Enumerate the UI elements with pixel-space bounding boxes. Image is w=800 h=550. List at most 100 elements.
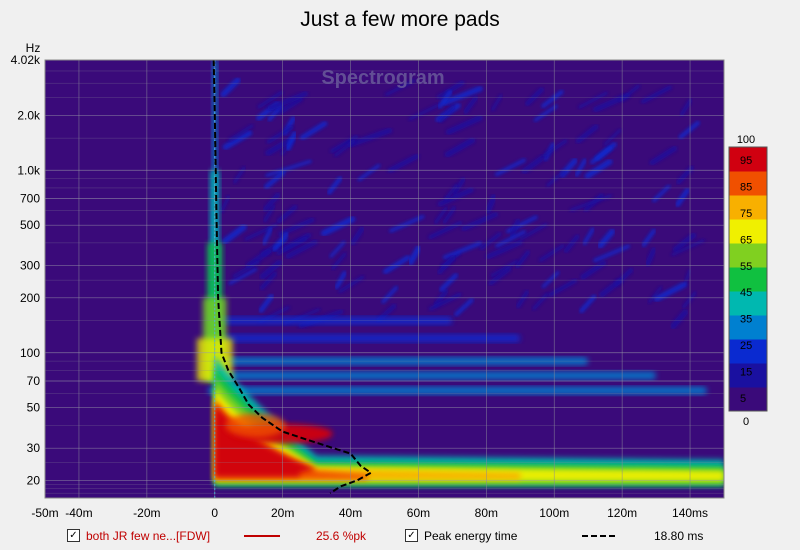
heat-texture-streak — [437, 255, 456, 275]
heat-texture-streak — [683, 268, 692, 286]
heat-texture-streak — [488, 266, 512, 286]
heat-texture-streak — [590, 145, 613, 165]
heat-band — [207, 357, 589, 366]
heat-texture-streak — [278, 217, 315, 237]
heat-texture-streak — [263, 192, 281, 212]
heat-texture-streak — [428, 292, 462, 311]
peak-energy-checkbox[interactable]: ✓ — [405, 529, 418, 542]
colorbar-frame — [728, 146, 768, 412]
y-tick-label: 700 — [20, 192, 40, 206]
y-tick-label: 1.0k — [17, 163, 41, 177]
colorbar-tick-label: 55 — [740, 261, 752, 273]
heat-texture-streak — [389, 215, 425, 233]
x-tick-label: -20m — [133, 506, 160, 520]
heat-texture-streak — [490, 259, 519, 278]
colorbar-segment — [729, 195, 767, 220]
heat-texture-streak — [582, 227, 595, 246]
y-axis-unit-label: Hz — [26, 41, 41, 55]
heat-texture-streak — [433, 288, 449, 308]
heat-texture-streak — [434, 206, 448, 225]
heat-band — [207, 316, 453, 325]
heat-texture-streak — [644, 247, 657, 267]
heat-texture-streak — [267, 103, 284, 122]
heat-texture-streak — [442, 85, 483, 106]
x-tick-label: 120m — [607, 506, 637, 520]
x-tick-label: 60m — [407, 506, 430, 520]
heat-texture-streak — [516, 289, 530, 309]
x-tick-label: 140ms — [672, 506, 708, 520]
heat-core — [225, 413, 286, 438]
heat-texture-streak — [333, 139, 356, 157]
heat-texture-streak — [259, 259, 283, 280]
y-tick-label: 50 — [27, 401, 41, 415]
heat-texture-streak — [438, 105, 455, 123]
colorbar-segment — [729, 339, 767, 364]
colorbar-segment — [729, 219, 767, 244]
heat-texture-streak — [649, 145, 678, 166]
colorbar-tick-label: 65 — [740, 234, 752, 246]
colorbar-tick-label: 75 — [740, 208, 752, 220]
heat-texture-streak — [320, 216, 356, 237]
heat-texture-streak — [652, 184, 671, 203]
heat-texture-streak — [495, 158, 526, 177]
heat-texture-streak — [437, 187, 474, 207]
heat-texture-streak — [439, 273, 459, 292]
heat-texture-streak — [327, 176, 343, 195]
heat-texture-streak — [285, 239, 318, 259]
heat-texture-streak — [232, 260, 260, 278]
y-tick-label: 2.0k — [17, 108, 41, 122]
heat-texture-streak — [265, 159, 312, 177]
heat-texture-streak — [227, 124, 254, 142]
heat-texture-streak — [532, 292, 549, 311]
y-tick-label: 20 — [27, 473, 41, 487]
heat-texture-streak — [546, 169, 566, 188]
heat-texture-streak — [443, 241, 482, 260]
peak-energy-line-swatch — [582, 535, 618, 537]
heat-texture-streak — [682, 291, 697, 309]
heat-texture-streak — [599, 278, 623, 298]
y-tick-label: 100 — [20, 346, 40, 360]
heat-texture-streak — [265, 135, 295, 156]
series-line-swatch — [244, 535, 280, 537]
heat-texture-streak — [490, 94, 503, 112]
heat-texture-streak — [258, 293, 274, 313]
heat-texture-streak — [678, 120, 700, 140]
colorbar-segment — [729, 171, 767, 196]
y-tick-label: 500 — [20, 218, 40, 232]
y-tick-label: 4.02k — [11, 53, 41, 67]
chart-title: Just a few more pads — [300, 8, 500, 31]
heat-texture-streak — [463, 95, 479, 115]
x-tick-label: 80m — [475, 506, 498, 520]
heat-texture-streak — [574, 158, 587, 177]
heat-texture-streak — [563, 234, 580, 253]
colorbar-segment — [729, 363, 767, 388]
heat-texture-streak — [597, 228, 616, 249]
heat-texture-streak — [228, 267, 258, 285]
colorbar-tick-label: 15 — [740, 366, 752, 378]
heat-texture-streak — [383, 255, 411, 275]
heat-band — [207, 371, 657, 380]
heat-texture-streak — [444, 137, 476, 158]
colorbar-segment — [729, 267, 767, 292]
heat-texture-streak — [640, 85, 672, 104]
heat-texture-streak — [575, 124, 599, 144]
heat-texture-streak — [603, 128, 622, 146]
heat-texture-streak — [671, 239, 705, 257]
colorbar-segment — [729, 291, 767, 316]
heat-texture-streak — [272, 231, 289, 252]
series-checkbox[interactable]: ✓ — [67, 529, 80, 542]
heat-texture-streak — [245, 248, 272, 269]
colorbar-segment — [729, 243, 767, 268]
heat-texture-streak — [541, 89, 564, 108]
heat-band — [207, 386, 708, 395]
x-tick-label: 20m — [271, 506, 294, 520]
heat-texture-streak — [408, 103, 441, 121]
x-tick-label: -40m — [65, 506, 92, 520]
heat-texture-streak — [524, 87, 545, 107]
y-tick-label: 70 — [27, 374, 41, 388]
series-name: both JR few ne...[FDW] — [86, 529, 211, 543]
heat-texture-streak — [357, 163, 381, 182]
series-value: 25.6 %pk — [316, 529, 367, 543]
heat-texture-streak — [593, 244, 630, 263]
